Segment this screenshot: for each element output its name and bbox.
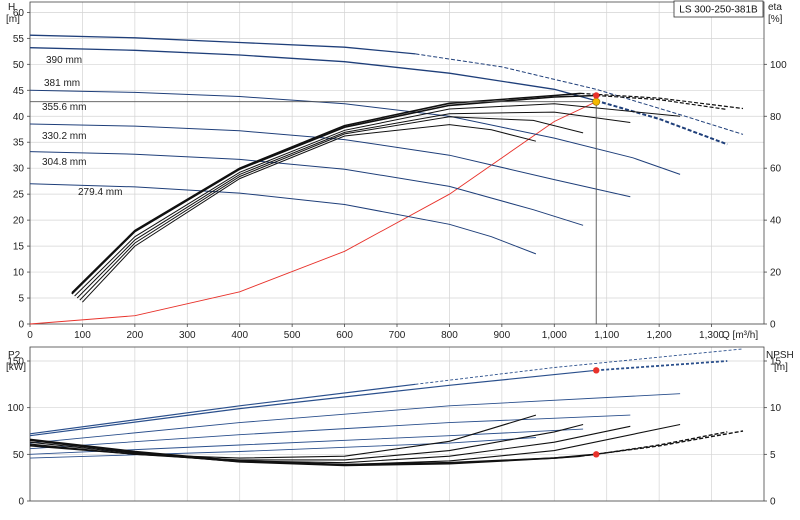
duty-point-power-marker (593, 367, 600, 374)
y-left-tick-label: 25 (13, 190, 25, 201)
y-right-tick-label: 60 (770, 164, 782, 175)
head-curve-dashed-381 (595, 99, 728, 146)
y-right-tick-label: 20 (770, 268, 782, 279)
y-left-axis-label: H (8, 2, 15, 13)
x-tick-label: 100 (74, 330, 91, 341)
npsh-curve (29, 425, 631, 464)
y-left-tick-label: 35 (13, 138, 25, 149)
power-curve (29, 393, 681, 444)
y-left-axis-unit: [m] (6, 14, 20, 25)
y-left-tick-label: 20 (13, 216, 25, 227)
y-left-tick-label: 30 (13, 164, 25, 175)
y-right-axis-unit: [%] (768, 14, 783, 25)
y-left-tick-label: 40 (13, 112, 25, 123)
duty-point-head-marker (592, 97, 601, 106)
npsh-curve (29, 414, 537, 459)
x-tick-label: 400 (231, 330, 248, 341)
head-curve-3556 (29, 89, 681, 175)
y-left-tick-label: 15 (13, 242, 25, 253)
efficiency-curve (82, 124, 537, 303)
npsh-curve (29, 423, 681, 466)
p2-tick-label: 150 (7, 357, 24, 368)
y-left-tick-label: 60 (13, 8, 25, 19)
x-tick-label: 500 (284, 330, 301, 341)
p2-tick-label: 50 (13, 450, 25, 461)
npsh-curve-dashed (596, 431, 728, 455)
npsh-axis-unit: [m] (774, 362, 788, 373)
power-curve-dashed (596, 360, 728, 372)
efficiency-curve-dashed (596, 94, 728, 111)
x-tick-label: 1,300 (699, 330, 724, 341)
x-tick-label: 1,000 (542, 330, 567, 341)
impeller-diameter-label: 390 mm (46, 55, 82, 66)
npsh-curve-dashed (580, 430, 744, 457)
duty-point-eta-marker (593, 92, 600, 99)
head-panel-grid (29, 2, 764, 325)
head-curve-3302 (29, 123, 631, 198)
x-tick-label: 1,200 (647, 330, 672, 341)
power-panel-frame (29, 346, 765, 502)
head-curve-381 (29, 47, 597, 102)
impeller-diameter-label: 381 mm (44, 78, 80, 89)
head-curve-3048 (29, 151, 584, 226)
npsh-tick-label: 15 (770, 357, 782, 368)
x-tick-label: 600 (336, 330, 353, 341)
npsh-tick-label: 10 (770, 403, 782, 414)
npsh-curve (29, 439, 597, 467)
y-left-tick-label: 5 (18, 294, 24, 305)
impeller-diameter-label: 355.6 mm (42, 102, 86, 113)
y-left-tick-label: 45 (13, 86, 25, 97)
power-curve-dashed (415, 348, 744, 385)
npsh-tick-label: 0 (770, 497, 776, 508)
x-tick-label: 900 (494, 330, 511, 341)
npsh-axis-label: NPSH (766, 350, 794, 361)
power-panel-grid (29, 347, 764, 502)
npsh-tick-label: 5 (770, 450, 776, 461)
power-curve (29, 414, 631, 450)
power-curve (29, 369, 597, 437)
impeller-diameter-label: 279.4 mm (78, 187, 122, 198)
x-tick-label: 800 (441, 330, 458, 341)
system-curve (29, 101, 597, 325)
y-left-tick-label: 55 (13, 34, 25, 45)
p2-tick-label: 100 (7, 403, 24, 414)
y-right-tick-label: 0 (770, 320, 776, 331)
p2-axis-label: P2 (8, 350, 21, 361)
duty-point-npsh-marker (593, 451, 600, 458)
y-right-axis-label: eta (768, 2, 782, 13)
x-tick-label: 700 (389, 330, 406, 341)
y-left-tick-label: 10 (13, 268, 25, 279)
p2-axis-unit: [kW] (6, 362, 26, 373)
chart-title: LS 300-250-381B (679, 5, 758, 16)
impeller-diameter-label: 330.2 mm (42, 131, 86, 142)
y-right-tick-label: 100 (770, 60, 787, 71)
head-curve-2794 (29, 183, 537, 255)
y-left-tick-label: 50 (13, 60, 25, 71)
y-right-tick-label: 40 (770, 216, 782, 227)
x-tick-label: 300 (179, 330, 196, 341)
head-curve-dashed-390 (415, 53, 744, 135)
power-curve (29, 428, 584, 455)
efficiency-curve-dashed (580, 92, 744, 110)
efficiency-curve (74, 103, 681, 297)
y-left-tick-label: 0 (18, 320, 24, 331)
power-curve (29, 383, 416, 435)
impeller-diameter-label: 304.8 mm (42, 157, 86, 168)
efficiency-curve (71, 92, 581, 294)
efficiency-curve (79, 116, 584, 301)
x-tick-label: 200 (127, 330, 144, 341)
efficiency-curve (71, 94, 597, 295)
x-axis-label: Q [m³/h] (722, 330, 758, 341)
x-tick-label: 1,100 (594, 330, 619, 341)
p2-tick-label: 0 (18, 497, 24, 508)
head-curve-390 (29, 34, 416, 55)
x-tick-label: 0 (27, 330, 33, 341)
chart-title-box (673, 0, 764, 18)
efficiency-curve (76, 111, 631, 299)
y-right-tick-label: 80 (770, 112, 782, 123)
